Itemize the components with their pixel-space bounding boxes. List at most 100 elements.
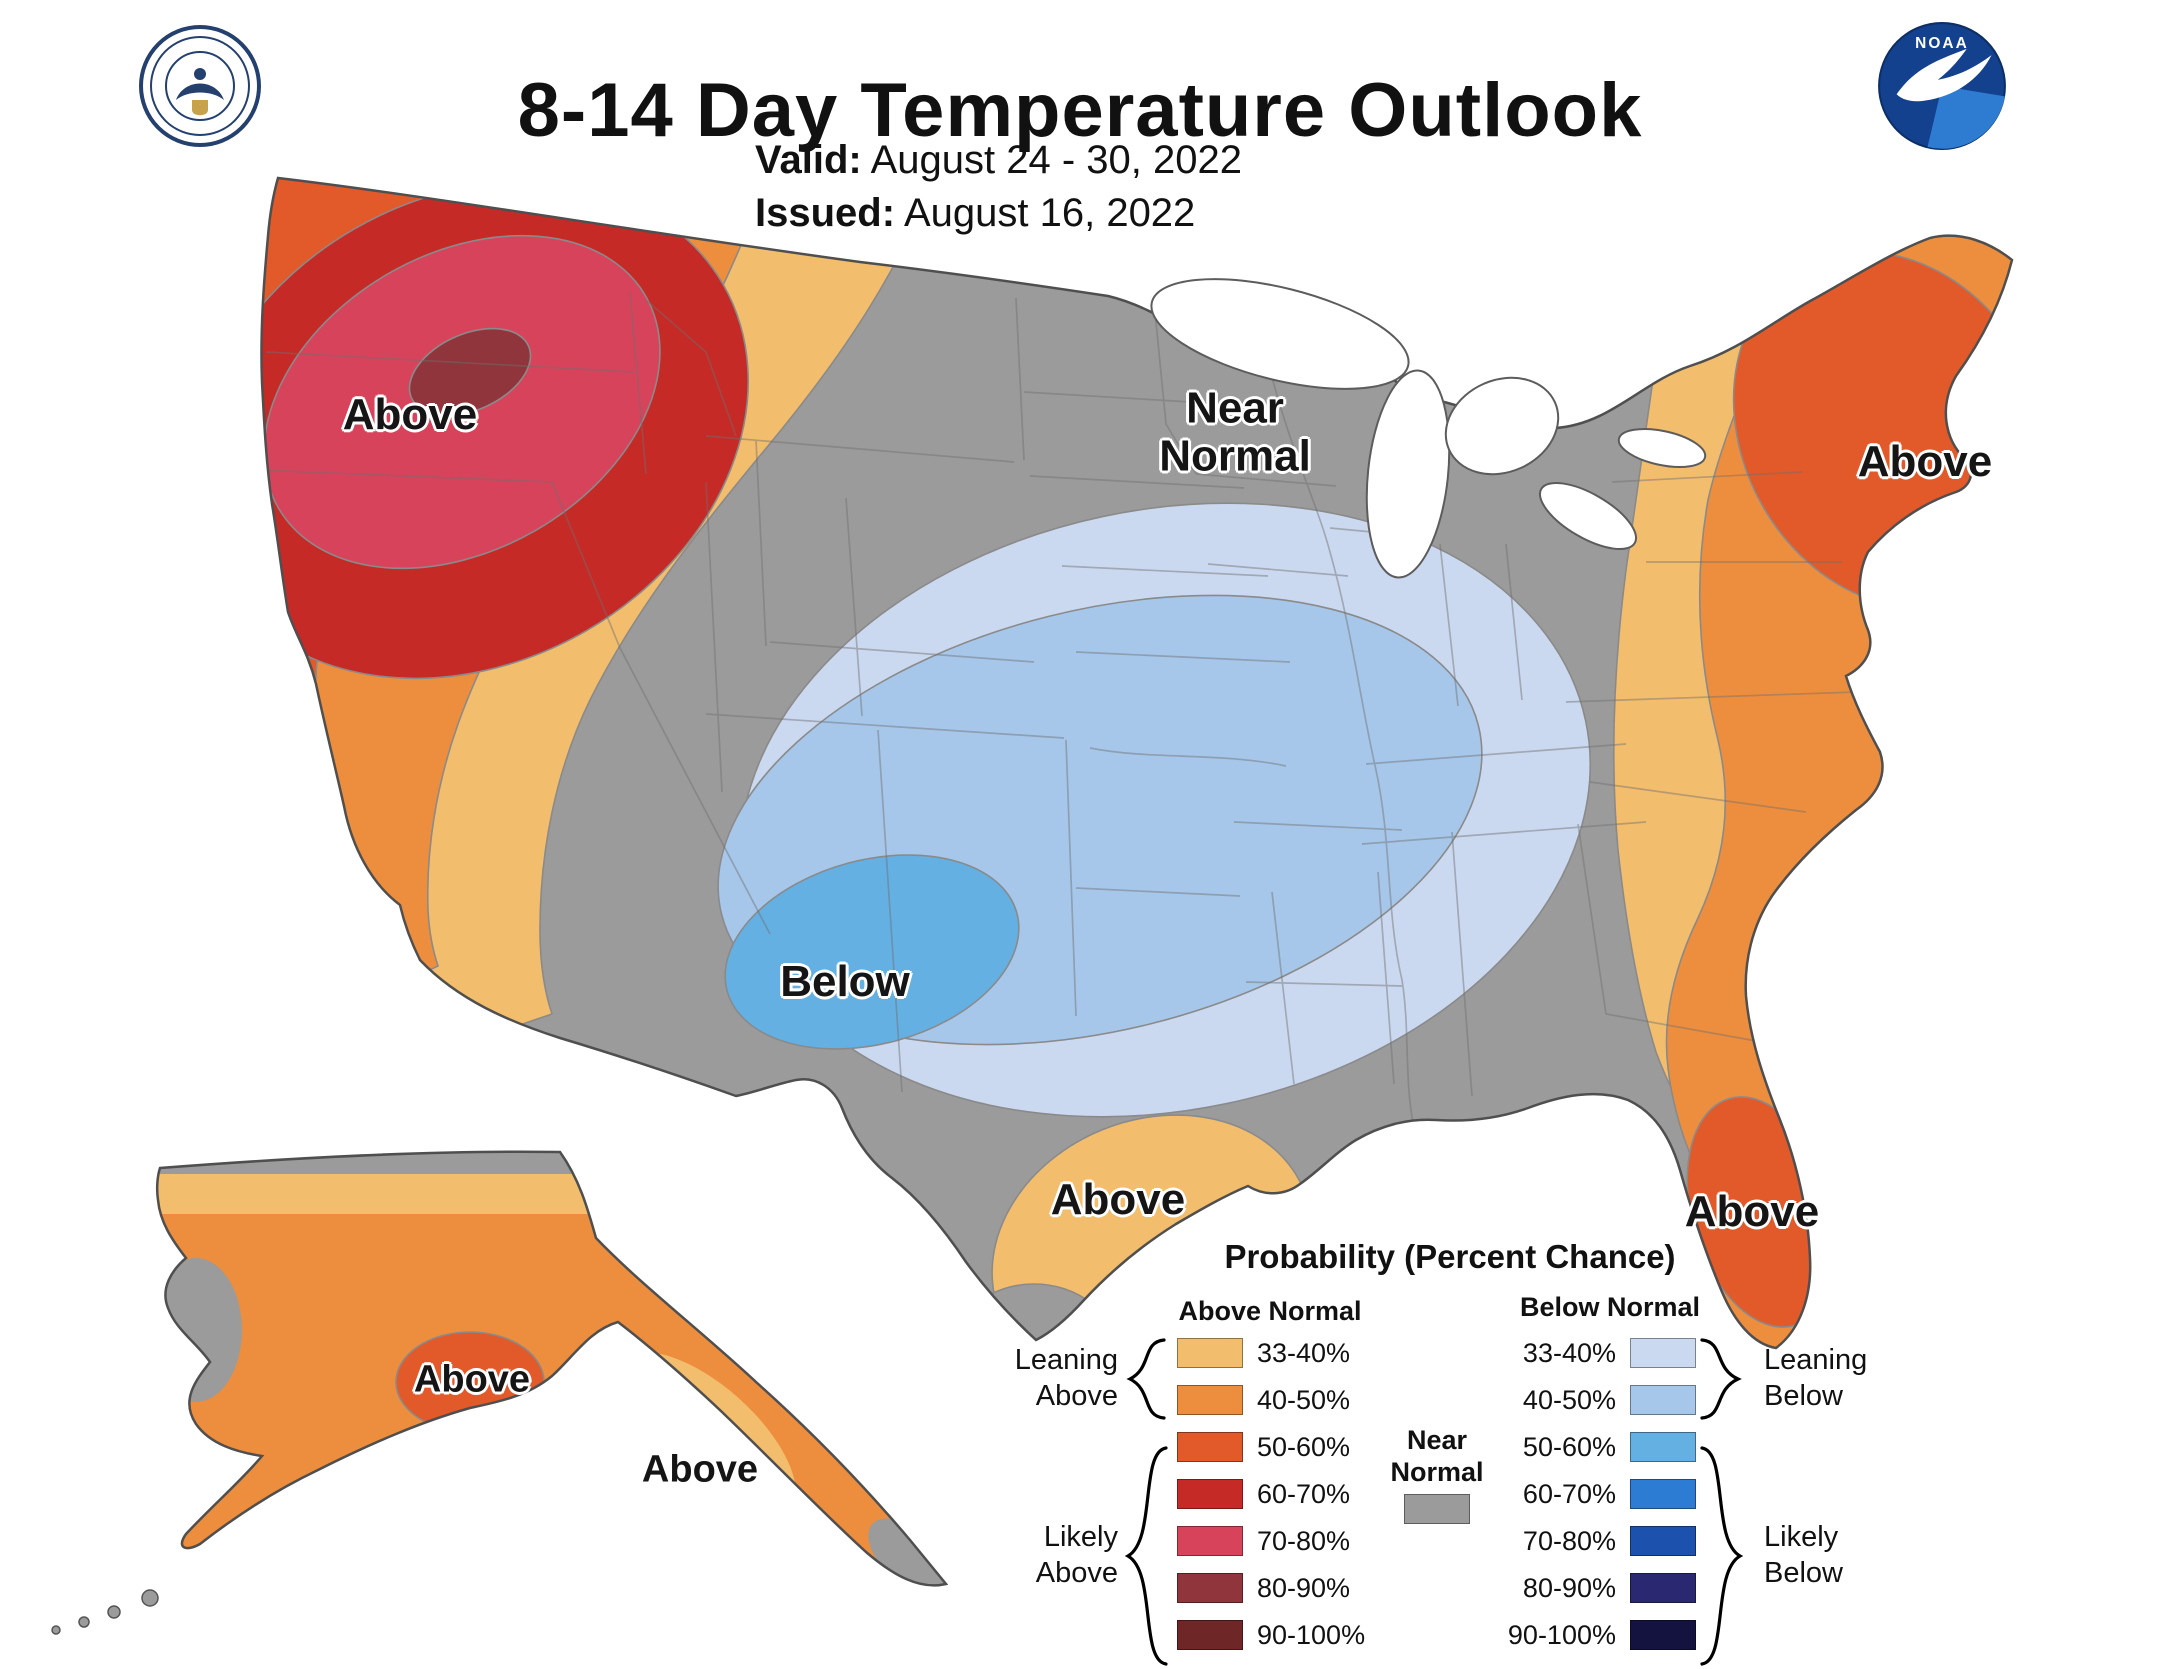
- legend-row: 90-100%: [1177, 1620, 1365, 1650]
- legend-swatch-below-80-90: [1630, 1573, 1696, 1603]
- legend-swatch-above-40-50: [1177, 1385, 1243, 1415]
- lake-erie: [1538, 481, 1638, 551]
- legend-range-label: 50-60%: [1522, 1431, 1616, 1462]
- legend-row: 33-40%: [1177, 1338, 1365, 1368]
- legend-below-normal-header: Below Normal: [1519, 1292, 1701, 1322]
- legend-above-rows: 33-40% 40-50% 50-60% 60-70% 70-80% 80-90…: [1177, 1338, 1365, 1667]
- issued-value: August 16, 2022: [903, 190, 1196, 235]
- issued-label: Issued:: [755, 190, 896, 235]
- legend-swatch-below-90-100: [1630, 1620, 1696, 1650]
- legend-swatch-above-80-90: [1177, 1573, 1243, 1603]
- lake-michigan: [1365, 369, 1451, 579]
- legend-swatch-near-normal: [1404, 1494, 1470, 1524]
- legend-swatch-above-70-80: [1177, 1526, 1243, 1556]
- valid-value: August 24 - 30, 2022: [870, 138, 1242, 182]
- legend-swatch-above-90-100: [1177, 1620, 1243, 1650]
- legend-range-label: 33-40%: [1257, 1337, 1351, 1368]
- legend-row: 80-90%: [1498, 1573, 1696, 1603]
- label-alaska-panhandle-above: Above: [641, 1448, 759, 1491]
- label-northeast-above: Above: [1857, 437, 1993, 487]
- legend-near-normal-line1: Near: [1406, 1425, 1468, 1455]
- legend-near-normal-label: Near Normal: [1377, 1424, 1497, 1489]
- legend-range-label: 70-80%: [1257, 1525, 1351, 1556]
- region-central-below-50-60: [724, 854, 1020, 1050]
- label-near-normal-line1: Near: [1186, 383, 1284, 433]
- legend-above-normal-header: Above Normal: [1178, 1296, 1362, 1326]
- legend-swatch-above-60-70: [1177, 1479, 1243, 1509]
- legend-likely-above-label: Likely Above: [1000, 1520, 1118, 1592]
- legend-swatch-below-33-40: [1630, 1338, 1696, 1368]
- noaa-logo-text: NOAA: [1915, 35, 1969, 52]
- alaska-outline: [155, 1150, 949, 1587]
- legend-leaning-above-label: Leaning Above: [1000, 1343, 1118, 1415]
- alaska-panhandle-near-normal: [868, 1518, 946, 1586]
- seal-eagle-icon: [194, 68, 206, 80]
- legend-range-label: 90-100%: [1257, 1619, 1366, 1650]
- legend-row: 60-70%: [1498, 1479, 1696, 1509]
- legend-leaning-below-label: Leaning Below: [1764, 1343, 1867, 1415]
- noaa-logo: NOAA: [1878, 22, 2006, 150]
- lake-superior: [1150, 278, 1410, 390]
- legend-swatch-below-70-80: [1630, 1526, 1696, 1556]
- legend-row: 33-40%: [1498, 1338, 1696, 1368]
- legend-swatch-below-50-60: [1630, 1432, 1696, 1462]
- likely-below-line2: Below: [1764, 1556, 1843, 1589]
- leaning-below-line2: Below: [1764, 1379, 1843, 1412]
- legend-range-label: 90-100%: [1507, 1619, 1616, 1650]
- doc-seal-logo: [139, 25, 261, 147]
- leaning-above-line1: Leaning: [1014, 1344, 1118, 1376]
- legend-row: 60-70%: [1177, 1479, 1365, 1509]
- legend-swatch-below-60-70: [1630, 1479, 1696, 1509]
- legend-range-label: 80-90%: [1257, 1572, 1351, 1603]
- legend-row: 70-80%: [1177, 1526, 1365, 1556]
- legend-below-rows: 33-40% 40-50% 50-60% 60-70% 70-80% 80-90…: [1498, 1338, 1696, 1667]
- legend-row: 50-60%: [1498, 1432, 1696, 1462]
- validity-block: Valid: August 24 - 30, 2022 Issued: Augu…: [755, 134, 1242, 240]
- noaa-seagull-icon: [1896, 48, 1992, 102]
- brace-leaning-above: [1126, 1338, 1166, 1420]
- region-west-above-80-90: [408, 327, 532, 417]
- legend-row: 80-90%: [1177, 1573, 1365, 1603]
- aleutian-islands: [51, 1589, 159, 1635]
- legend-near-normal-line2: Normal: [1390, 1457, 1484, 1488]
- legend-row: 90-100%: [1498, 1620, 1696, 1650]
- label-alaska-above: Above: [413, 1358, 531, 1401]
- brace-likely-above: [1124, 1446, 1168, 1666]
- leaning-below-line1: Leaning: [1764, 1344, 1868, 1376]
- valid-line: Valid: August 24 - 30, 2022: [755, 134, 1242, 187]
- legend-range-label: 60-70%: [1257, 1478, 1351, 1509]
- legend-row: 40-50%: [1498, 1385, 1696, 1415]
- legend-swatch-below-40-50: [1630, 1385, 1696, 1415]
- legend-range-label: 50-60%: [1257, 1431, 1351, 1462]
- label-gulf-above: Above: [1050, 1175, 1186, 1225]
- legend-row: 40-50%: [1177, 1385, 1365, 1415]
- conus-outline: [260, 176, 2014, 1350]
- great-lakes: [1150, 278, 1707, 579]
- likely-above-line1: Likely: [1043, 1521, 1118, 1553]
- legend-swatch-above-50-60: [1177, 1432, 1243, 1462]
- legend-row: 50-60%: [1177, 1432, 1365, 1462]
- likely-above-line2: Above: [1035, 1556, 1118, 1589]
- label-near-normal: Near Normal: [1159, 384, 1311, 479]
- legend-range-label: 70-80%: [1522, 1525, 1616, 1556]
- figure-title: 8-14 Day Temperature Outlook: [517, 67, 1643, 153]
- legend-range-label: 40-50%: [1522, 1384, 1616, 1415]
- label-florida-above: Above: [1684, 1187, 1820, 1237]
- legend-title: Probability (Percent Chance): [1224, 1238, 1676, 1275]
- legend-range-label: 80-90%: [1522, 1572, 1616, 1603]
- lake-huron: [1444, 376, 1560, 476]
- valid-label: Valid:: [755, 138, 862, 182]
- state-borders: [261, 291, 1857, 1129]
- issued-line: Issued: August 16, 2022: [755, 187, 1242, 240]
- label-west-above: Above: [342, 390, 478, 440]
- legend-braces: [1124, 1338, 1744, 1666]
- legend-swatch-above-33-40: [1177, 1338, 1243, 1368]
- legend-range-label: 40-50%: [1257, 1384, 1351, 1415]
- likely-below-line1: Likely: [1764, 1521, 1839, 1553]
- legend-range-label: 33-40%: [1522, 1337, 1616, 1368]
- legend-row: 70-80%: [1498, 1526, 1696, 1556]
- label-below: Below: [780, 957, 910, 1007]
- lake-ontario: [1617, 428, 1707, 468]
